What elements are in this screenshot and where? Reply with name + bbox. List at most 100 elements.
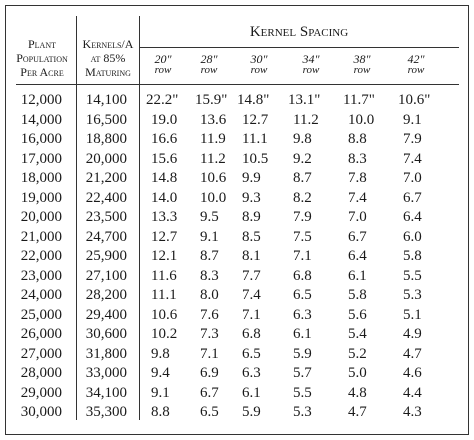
spacing-cell: 4.9: [403, 326, 422, 342]
population-cell: 28,000: [20, 365, 62, 381]
spacing-cell: 6.8: [242, 326, 261, 342]
spacing-cell: 6.1: [348, 268, 367, 284]
spacing-cell: 9.4: [151, 365, 170, 381]
kernels-cell: 16,500: [85, 112, 127, 128]
row-width-header: 20" row: [141, 53, 185, 76]
population-header-line: Plant: [27, 37, 56, 51]
spacing-cell: 8.3: [348, 151, 367, 167]
spacing-cell: 9.9: [242, 170, 261, 186]
spacing-cell: 6.5: [242, 346, 261, 362]
row-width-unit: row: [407, 64, 425, 76]
spacing-cell: 7.8: [348, 170, 367, 186]
spacing-cell: 5.1: [403, 307, 422, 323]
spacing-cell: 6.1: [242, 385, 261, 401]
spacing-cell: 4.8: [348, 385, 367, 401]
spacing-cell: 5.3: [403, 287, 422, 303]
spacing-cell: 13.3: [151, 209, 178, 225]
spacing-cell: 11.2: [200, 151, 226, 167]
spacing-cell: 8.9: [242, 209, 261, 225]
spacing-cell: 7.4: [242, 287, 261, 303]
population-cell: 22,000: [20, 248, 62, 264]
row-width-header: 28" row: [187, 52, 231, 76]
spacing-cell: 9.1: [200, 229, 219, 245]
spacing-cell: 12.7: [242, 112, 269, 128]
spacing-cell: 10.6": [398, 92, 431, 108]
spacing-cell: 6.3: [242, 365, 261, 381]
spacing-cell: 8.3: [200, 268, 219, 284]
spacing-cell: 6.7: [403, 190, 422, 206]
header-divider: [139, 47, 459, 48]
row-width-unit: row: [200, 64, 218, 76]
kernels-cell: 35,300: [85, 404, 127, 420]
spacing-cell: 14.8: [151, 170, 178, 186]
spacing-cell: 10.0: [348, 112, 375, 128]
spacing-cell: 6.9: [200, 365, 219, 381]
kernels-cell: 14,100: [85, 92, 127, 108]
spacing-cell: 4.3: [403, 404, 422, 420]
column-divider: [139, 16, 140, 420]
spacing-cell: 6.1: [293, 326, 312, 342]
spacing-cell: 5.3: [293, 404, 312, 420]
kernels-cell: 29,400: [85, 307, 127, 323]
kernels-cell: 21,200: [85, 170, 127, 186]
row-width-unit: row: [302, 64, 320, 76]
kernels-cell: 27,100: [85, 268, 127, 284]
row-width-value: 34": [302, 52, 320, 66]
population-cell: 26,000: [20, 326, 62, 342]
spacing-cell: 19.0: [151, 112, 178, 128]
spacing-cell: 8.8: [348, 131, 367, 147]
spacing-cell: 6.4: [348, 248, 367, 264]
spacing-cell: 10.2: [151, 326, 178, 342]
population-cell: 30,000: [20, 404, 62, 420]
row-width-unit: row: [154, 64, 172, 76]
spacing-cell: 8.5: [242, 229, 261, 245]
population-cell: 17,000: [20, 151, 62, 167]
row-width-value: 28": [200, 52, 218, 66]
spacing-cell: 6.5: [293, 287, 312, 303]
spacing-cell: 13.1": [288, 92, 321, 108]
spacing-cell: 5.6: [348, 307, 367, 323]
spacing-cell: 9.8: [151, 346, 170, 362]
kernels-cell: 18,800: [85, 131, 127, 147]
kernels-header: Kernels/A at 85% Maturing: [78, 37, 138, 79]
spacing-cell: 7.0: [403, 170, 422, 186]
spacing-cell: 9.1: [403, 112, 422, 128]
spacing-cell: 7.5: [293, 229, 312, 245]
spacing-cell: 7.9: [403, 131, 422, 147]
spacing-cell: 10.0: [200, 190, 227, 206]
header-rule: [16, 84, 459, 85]
spacing-cell: 11.1: [151, 287, 177, 303]
spacing-cell: 22.2": [146, 92, 179, 108]
row-width-value: 42": [407, 52, 425, 66]
spacing-cell: 9.5: [200, 209, 219, 225]
spacing-cell: 6.0: [403, 229, 422, 245]
spacing-cell: 11.6: [151, 268, 177, 284]
spacing-cell: 11.2: [293, 112, 319, 128]
kernel-spacing-header: Kernel Spacing: [249, 24, 349, 40]
spacing-cell: 15.9": [195, 92, 228, 108]
population-cell: 19,000: [20, 190, 62, 206]
spacing-cell: 9.1: [151, 385, 170, 401]
spacing-cell: 5.0: [348, 365, 367, 381]
spacing-cell: 5.4: [348, 326, 367, 342]
population-cell: 20,000: [20, 209, 62, 225]
spacing-cell: 7.0: [348, 209, 367, 225]
spacing-cell: 5.9: [293, 346, 312, 362]
spacing-cell: 6.3: [293, 307, 312, 323]
spacing-cell: 8.0: [200, 287, 219, 303]
kernel-spacing-table: [5, 5, 469, 435]
spacing-cell: 5.7: [293, 365, 312, 381]
population-header: Plant Population Per Acre: [10, 37, 74, 79]
spacing-cell: 6.8: [293, 268, 312, 284]
spacing-cell: 13.6: [200, 112, 227, 128]
row-width-header: 42" row: [394, 52, 438, 76]
spacing-cell: 7.7: [242, 268, 261, 284]
spacing-cell: 6.7: [348, 229, 367, 245]
spacing-cell: 11.9: [200, 131, 226, 147]
spacing-cell: 7.3: [200, 326, 219, 342]
spacing-cell: 6.5: [200, 404, 219, 420]
spacing-cell: 10.6: [151, 307, 178, 323]
spacing-cell: 10.6: [200, 170, 227, 186]
spacing-cell: 6.7: [200, 385, 219, 401]
row-width-unit: row: [353, 64, 371, 76]
